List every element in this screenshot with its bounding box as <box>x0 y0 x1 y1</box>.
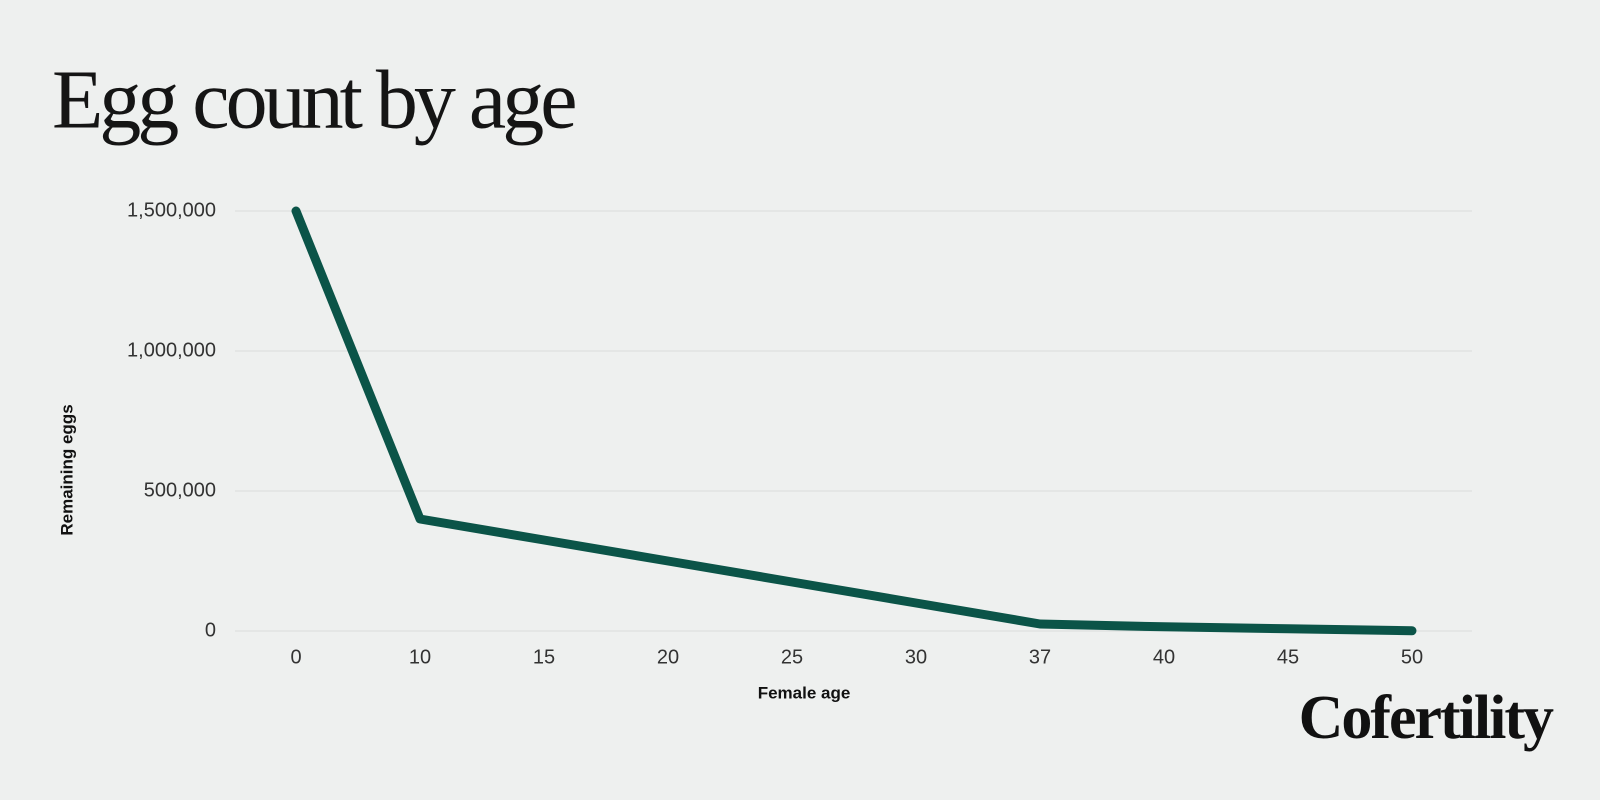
data-line <box>291 206 1417 636</box>
y-tick-label: 0 <box>205 619 216 641</box>
x-tick-label: 0 <box>290 646 301 668</box>
x-tick-label: 40 <box>1153 646 1175 668</box>
y-tick-label: 1,500,000 <box>127 199 216 221</box>
x-tick-label: 50 <box>1401 646 1423 668</box>
chart-title: Egg count by age <box>52 53 575 146</box>
x-tick-label: 10 <box>409 646 431 668</box>
x-tick-label: 45 <box>1277 646 1299 668</box>
x-tick-label: 37 <box>1029 646 1051 668</box>
brand-logo: Cofertility <box>1299 684 1554 752</box>
x-tick-label: 25 <box>781 646 803 668</box>
y-tick-label: 1,000,000 <box>127 339 216 361</box>
x-tick-label: 20 <box>657 646 679 668</box>
x-tick-label: 30 <box>905 646 927 668</box>
x-axis-label: Female age <box>758 683 851 702</box>
x-tick-label: 15 <box>533 646 555 668</box>
y-tick-label: 500,000 <box>144 479 216 501</box>
y-axis-label: Remaining eggs <box>57 404 76 535</box>
